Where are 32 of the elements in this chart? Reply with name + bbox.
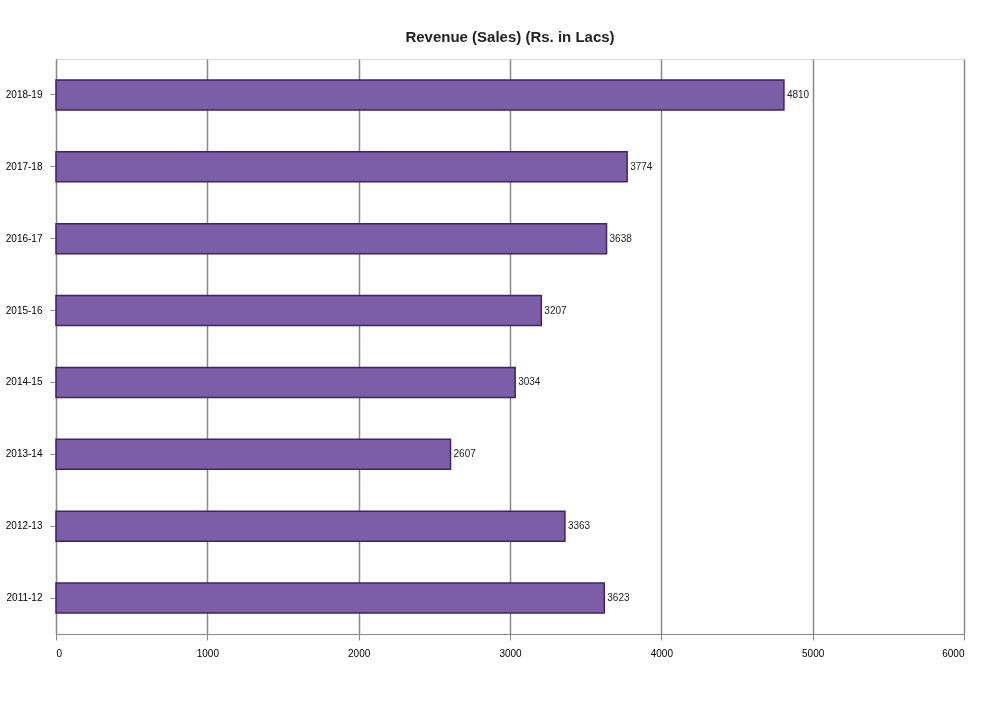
y-tick-label: 2017-18 <box>5 160 43 172</box>
y-tick-label: 2013-14 <box>5 448 43 460</box>
bar <box>55 366 516 399</box>
data-label: 2607 <box>453 448 477 460</box>
bar <box>55 582 606 614</box>
x-tick-label: 3000 <box>499 647 523 659</box>
bar <box>55 510 566 542</box>
data-label: 3363 <box>567 520 591 532</box>
bar <box>55 79 785 111</box>
data-label: 4810 <box>786 88 810 100</box>
x-tick-label: 1000 <box>196 647 220 659</box>
data-label: 3034 <box>518 376 541 388</box>
x-tick-label: 2000 <box>348 647 371 659</box>
y-tick-label: 2016-17 <box>5 232 43 244</box>
y-tick-label: 2012-13 <box>5 520 43 532</box>
bar <box>55 438 452 471</box>
chart-title: Revenue (Sales) (Rs. in Lacs) <box>405 28 615 45</box>
bar <box>55 151 628 183</box>
y-tick-label: 2011-12 <box>6 592 43 604</box>
data-label: 3623 <box>607 592 630 604</box>
bar <box>55 294 543 327</box>
y-tick-label: 2014-15 <box>5 376 43 388</box>
y-tick-label: 2018-19 <box>5 88 43 100</box>
x-tick-label: 6000 <box>942 647 965 659</box>
x-tick-label: 5000 <box>802 647 825 659</box>
data-label: 3774 <box>630 160 653 172</box>
bar <box>55 222 608 255</box>
x-tick-label: 4000 <box>650 647 674 659</box>
x-tick-label: 0 <box>56 647 63 659</box>
data-label: 3638 <box>609 232 633 244</box>
y-tick-label: 2015-16 <box>5 304 43 316</box>
data-label: 3207 <box>544 304 568 316</box>
